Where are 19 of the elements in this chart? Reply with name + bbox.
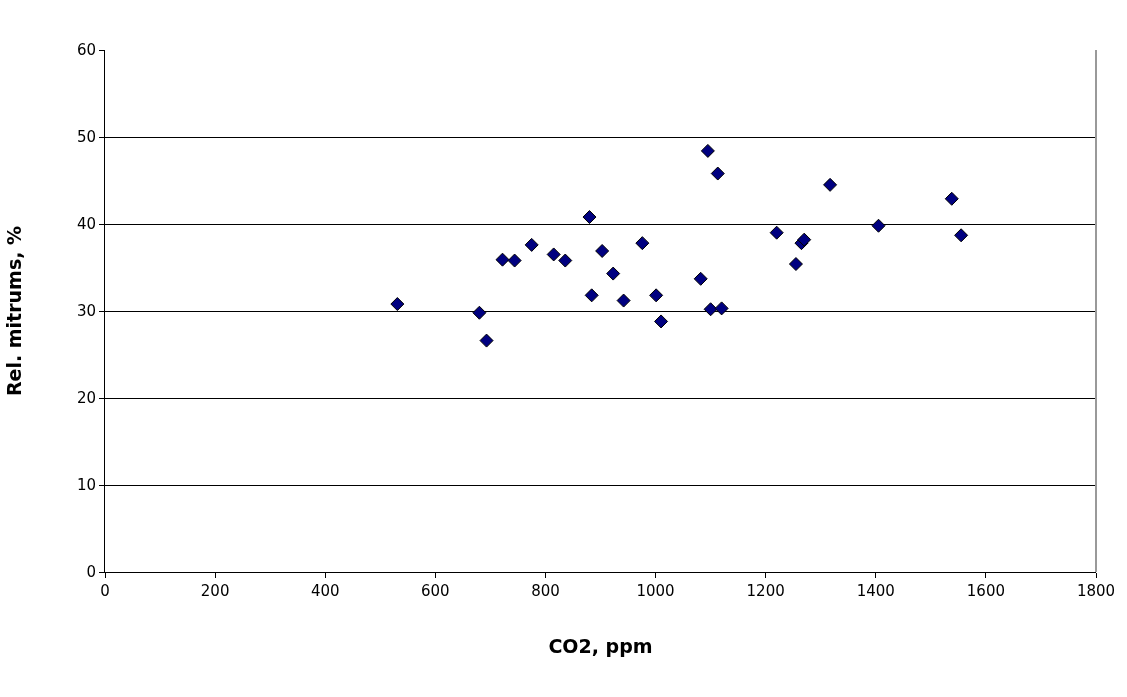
y-tick-label: 0	[86, 563, 96, 582]
y-tick-label: 50	[76, 128, 96, 147]
y-axis-title: Rel. mitrums, %	[2, 225, 25, 397]
y-tick-label: 40	[76, 215, 96, 234]
x-tick-label: 1800	[1076, 582, 1116, 600]
y-tick-label: 10	[76, 476, 96, 495]
x-tick-label: 600	[421, 582, 450, 600]
y-tick-label: 60	[76, 41, 96, 60]
x-tick-label: 800	[531, 582, 560, 600]
x-axis-title: CO2, ppm	[548, 634, 653, 657]
x-tick-label: 1200	[746, 582, 785, 600]
x-tick-label: 0	[100, 582, 110, 600]
x-tick-label: 200	[200, 582, 230, 600]
y-tick-label: 30	[76, 302, 96, 321]
x-tick-label: 400	[310, 582, 340, 600]
y-tick-label: 20	[76, 389, 96, 408]
x-tick-label: 1400	[856, 582, 895, 600]
x-tick-label: 1000	[636, 582, 675, 600]
x-tick-label: 1600	[966, 582, 1005, 600]
